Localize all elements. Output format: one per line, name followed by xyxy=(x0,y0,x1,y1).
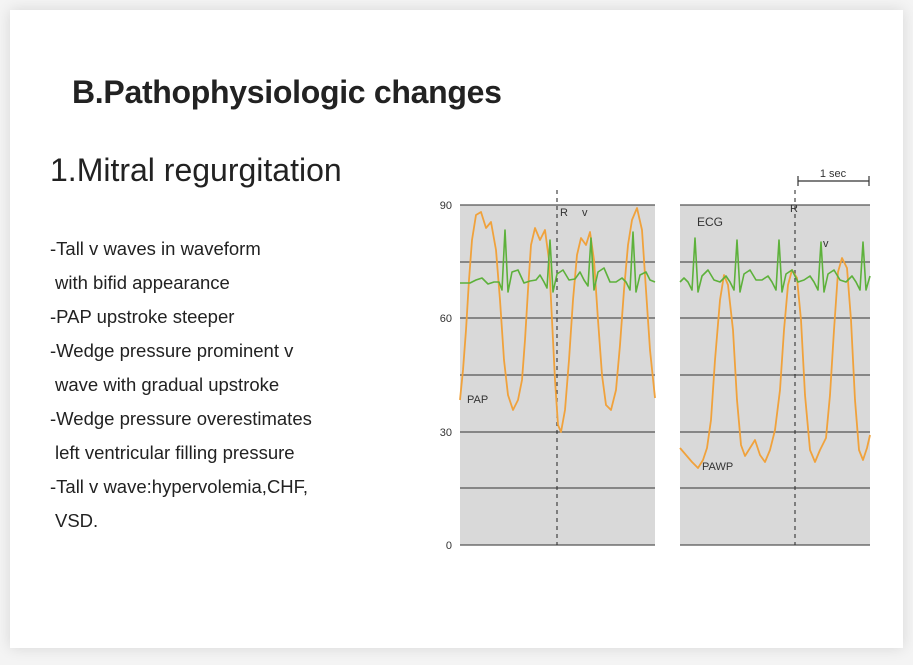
bullet-line: with bifid appearance xyxy=(55,272,230,293)
v-wave-label: v xyxy=(823,238,829,250)
bullet-line: -Wedge pressure prominent v xyxy=(50,340,294,361)
bullet-list: -Tall v waves in waveform with bifid app… xyxy=(50,232,312,538)
slide-subtitle: 1.Mitral regurgitation xyxy=(50,152,342,188)
bullet-line: left ventricular filling pressure xyxy=(55,442,295,463)
r-wave-label: R xyxy=(560,207,568,219)
y-tick-label: 0 xyxy=(446,540,452,552)
ecg-label: ECG xyxy=(697,215,723,229)
ecg-trace-right xyxy=(679,237,871,293)
bullet-line: -PAP upstroke steeper xyxy=(50,306,235,327)
pawp-trace xyxy=(679,257,871,469)
bullet-line: VSD. xyxy=(55,510,99,531)
pawp-label: PAWP xyxy=(702,461,733,473)
pap-label: PAP xyxy=(467,394,488,406)
y-tick-label: 30 xyxy=(440,427,452,439)
v-wave-label: v xyxy=(582,207,588,219)
bullet-line: -Wedge pressure overestimates xyxy=(50,408,312,429)
r-wave-label: R xyxy=(790,203,798,215)
pap-trace xyxy=(459,207,656,433)
right-gridlines xyxy=(680,204,870,546)
ecg-trace-left xyxy=(460,229,656,293)
bullet-line: -Tall v waves in waveform xyxy=(50,238,261,259)
time-scale-bar xyxy=(797,176,870,186)
time-scale-label: 1 sec xyxy=(820,168,847,180)
slide-title: B.Pathophysiologic changes xyxy=(72,74,502,110)
y-tick-label: 90 xyxy=(440,200,452,212)
bullet-line: wave with gradual upstroke xyxy=(55,374,280,395)
bullet-line: -Tall v wave:hypervolemia,CHF, xyxy=(50,476,309,497)
y-tick-label: 60 xyxy=(440,313,452,325)
